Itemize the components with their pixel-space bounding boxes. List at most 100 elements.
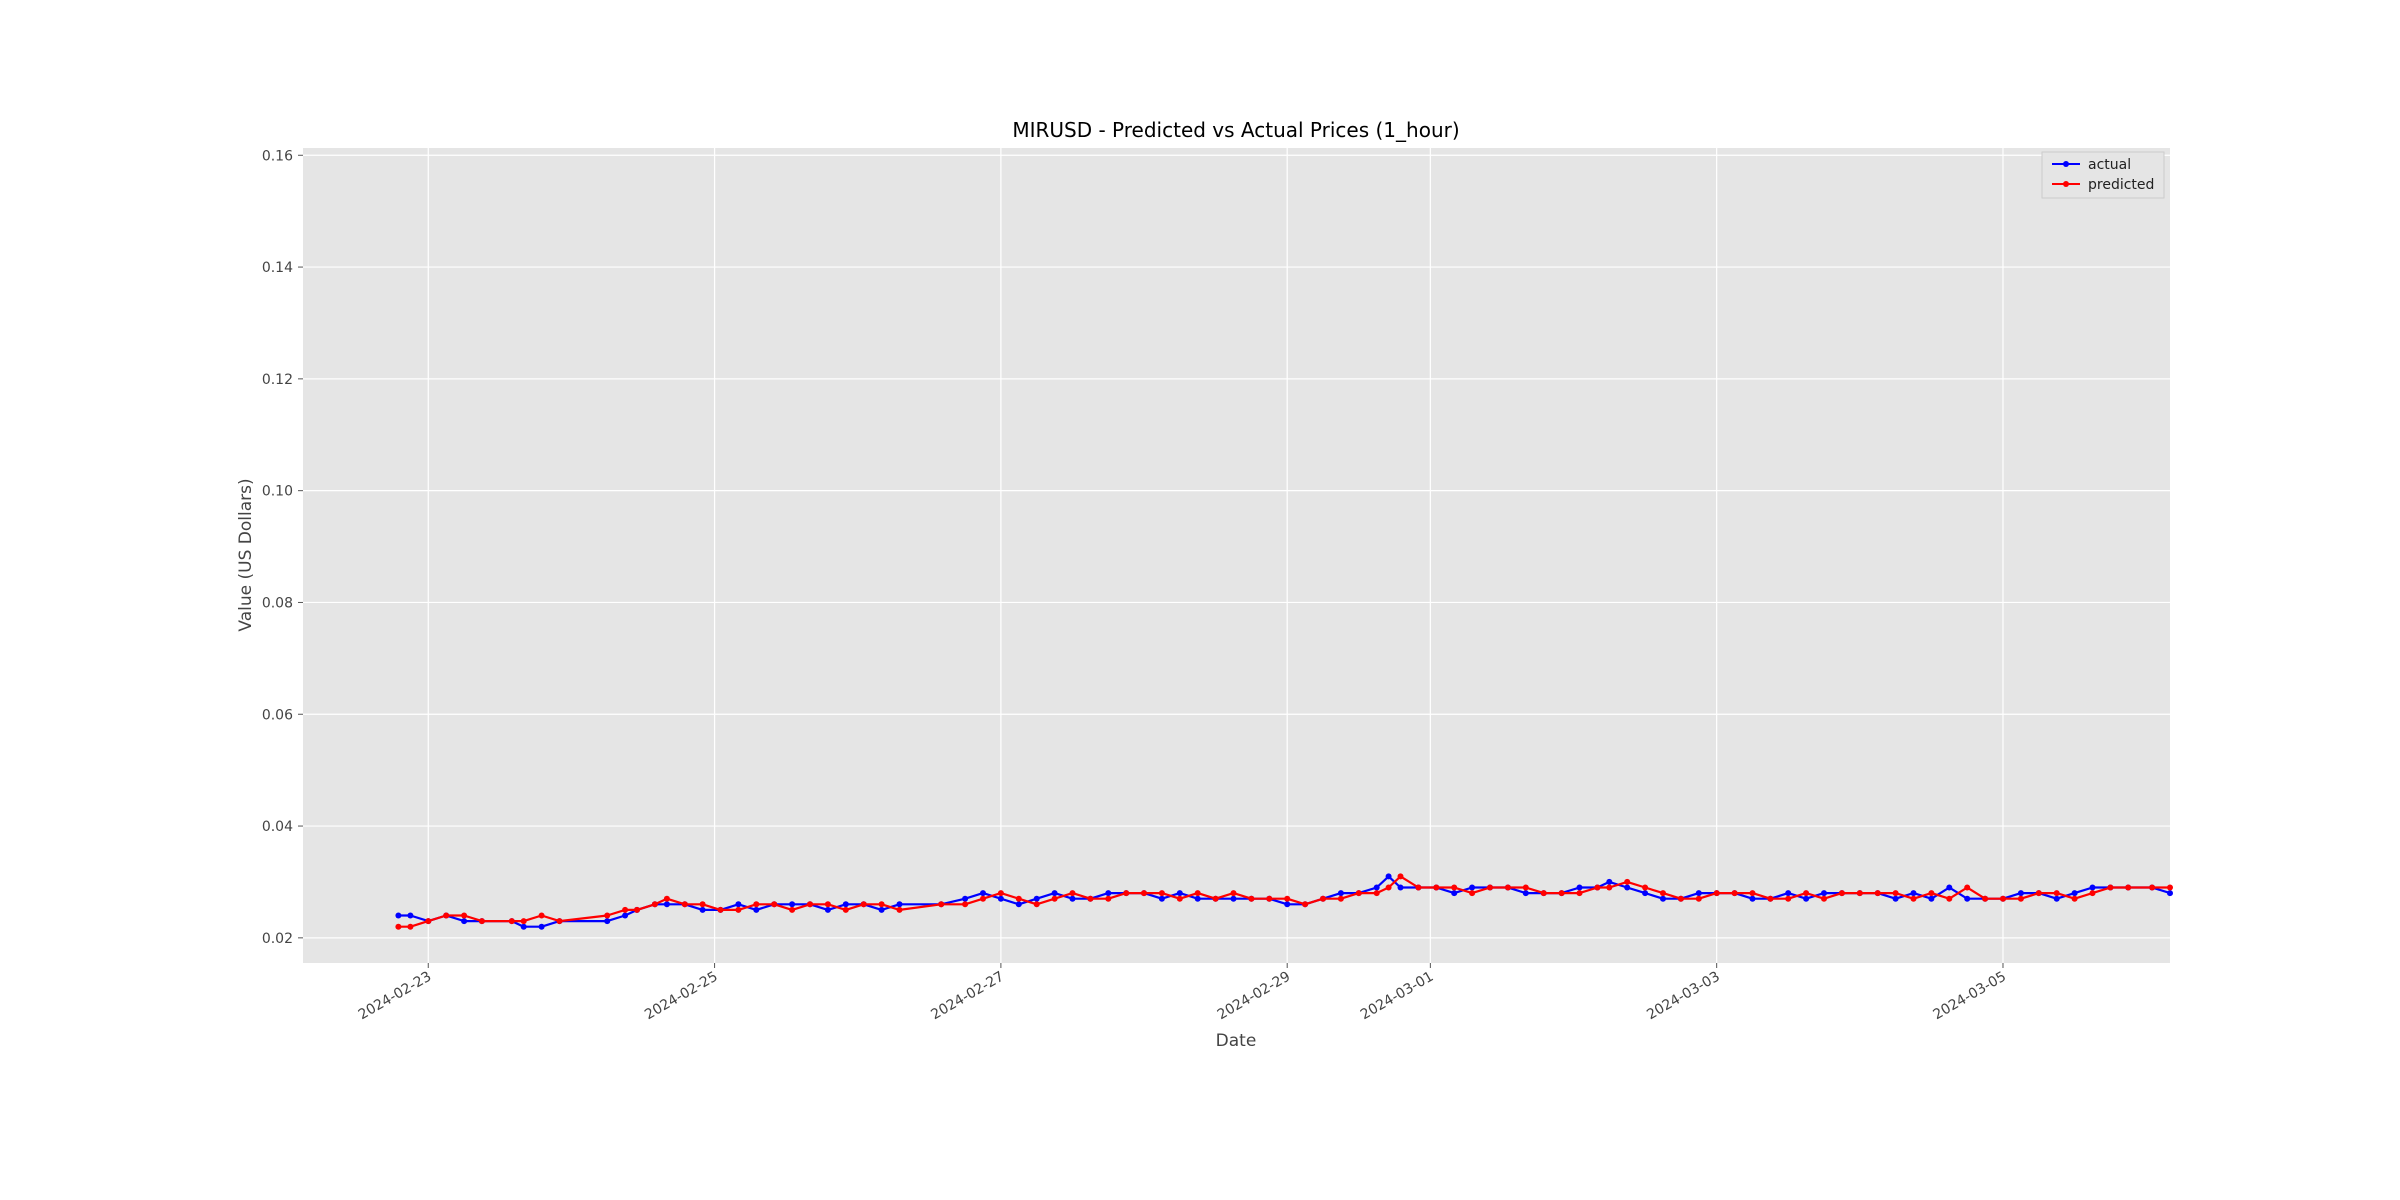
data-point-predicted xyxy=(753,901,760,908)
x-axis-label: Date xyxy=(1216,1031,1257,1051)
data-point-predicted xyxy=(604,912,611,919)
data-point-actual xyxy=(1642,890,1649,897)
data-point-predicted xyxy=(771,901,778,908)
data-point-actual xyxy=(735,901,742,908)
data-point-predicted xyxy=(538,912,545,919)
data-point-predicted xyxy=(789,906,796,913)
data-point-predicted xyxy=(1749,890,1756,897)
data-point-predicted xyxy=(1874,890,1881,897)
data-point-predicted xyxy=(1051,895,1058,902)
data-point-actual xyxy=(2017,890,2024,897)
data-point-predicted xyxy=(699,901,706,908)
data-point-actual xyxy=(1749,895,1756,902)
data-point-actual xyxy=(896,901,903,908)
y-tick-label: 0.06 xyxy=(262,707,293,723)
data-point-actual xyxy=(1194,895,1201,902)
data-point-predicted xyxy=(425,918,432,925)
data-point-actual xyxy=(1522,890,1529,897)
data-point-predicted xyxy=(1105,895,1112,902)
data-point-predicted xyxy=(1660,890,1666,897)
data-point-predicted xyxy=(1284,895,1291,902)
data-point-predicted xyxy=(1451,884,1458,891)
data-point-predicted xyxy=(1469,890,1476,897)
data-point-actual xyxy=(1158,895,1165,902)
y-tick-label: 0.12 xyxy=(262,372,293,388)
data-point-predicted xyxy=(1212,895,1219,902)
data-point-actual xyxy=(2053,895,2060,902)
data-point-predicted xyxy=(2053,890,2060,897)
data-point-actual xyxy=(1928,895,1935,902)
data-point-predicted xyxy=(1069,890,1076,897)
data-point-actual xyxy=(1469,884,1476,891)
data-point-actual xyxy=(2089,884,2096,891)
data-point-actual xyxy=(461,918,468,925)
data-point-predicted xyxy=(2000,895,2006,902)
x-tick-label: 2024-02-29 xyxy=(1215,969,1293,1024)
data-point-predicted xyxy=(1337,895,1344,902)
data-point-actual xyxy=(1576,884,1583,891)
data-point-predicted xyxy=(824,901,831,908)
data-point-predicted xyxy=(663,895,670,902)
data-point-actual xyxy=(962,895,969,902)
data-point-predicted xyxy=(1176,895,1183,902)
data-point-actual xyxy=(1397,884,1404,891)
legend-box xyxy=(2041,151,2165,199)
legend-marker-actual xyxy=(2063,161,2069,167)
data-point-predicted xyxy=(634,906,640,913)
data-point-actual xyxy=(1284,901,1291,908)
data-point-actual xyxy=(395,912,402,919)
data-point-predicted xyxy=(1540,890,1547,897)
data-point-predicted xyxy=(2149,884,2156,891)
data-point-actual xyxy=(1785,890,1792,897)
data-point-actual xyxy=(1660,895,1666,902)
data-point-predicted xyxy=(1015,895,1022,902)
data-point-predicted xyxy=(443,912,450,919)
data-point-predicted xyxy=(1910,895,1917,902)
legend-label-predicted: predicted xyxy=(2088,177,2154,193)
data-point-predicted xyxy=(1576,890,1583,897)
plot-area xyxy=(303,148,2170,963)
data-point-actual xyxy=(980,890,986,897)
data-point-predicted xyxy=(938,901,945,908)
data-point-predicted xyxy=(651,901,658,908)
data-point-actual xyxy=(699,906,706,913)
data-point-predicted xyxy=(2071,895,2078,902)
data-point-actual xyxy=(824,906,831,913)
data-point-predicted xyxy=(622,906,629,913)
data-point-predicted xyxy=(2089,890,2096,897)
data-point-actual xyxy=(1606,878,1613,885)
data-point-actual xyxy=(1051,890,1058,897)
data-point-predicted xyxy=(1504,884,1511,891)
chart-title: MIRUSD - Predicted vs Actual Prices (1_h… xyxy=(1012,118,1459,142)
data-point-actual xyxy=(1069,895,1076,902)
data-point-actual xyxy=(2167,890,2173,897)
data-point-predicted xyxy=(1892,890,1899,897)
data-point-actual xyxy=(1964,895,1971,902)
data-point-actual xyxy=(1385,873,1392,880)
data-point-predicted xyxy=(1856,890,1863,897)
data-point-actual xyxy=(1230,895,1237,902)
data-point-actual xyxy=(1892,895,1899,902)
data-point-actual xyxy=(753,906,760,913)
data-point-predicted xyxy=(1606,884,1613,891)
data-point-predicted xyxy=(1821,895,1827,902)
data-point-actual xyxy=(1946,884,1953,891)
data-point-predicted xyxy=(1266,895,1273,902)
data-point-predicted xyxy=(1785,895,1792,902)
data-point-predicted xyxy=(1731,890,1738,897)
data-point-predicted xyxy=(1385,884,1392,891)
data-point-predicted xyxy=(1141,890,1147,897)
data-point-predicted xyxy=(1803,890,1810,897)
y-tick-label: 0.08 xyxy=(262,595,293,611)
data-point-predicted xyxy=(842,906,849,913)
data-point-predicted xyxy=(1397,873,1404,880)
data-point-predicted xyxy=(1695,895,1702,902)
data-point-actual xyxy=(538,923,545,930)
data-point-predicted xyxy=(896,906,903,913)
y-tick-label: 0.16 xyxy=(262,148,293,164)
data-point-predicted xyxy=(2107,884,2114,891)
data-point-actual xyxy=(663,901,670,908)
data-point-predicted xyxy=(1194,890,1201,897)
data-point-predicted xyxy=(556,918,563,925)
